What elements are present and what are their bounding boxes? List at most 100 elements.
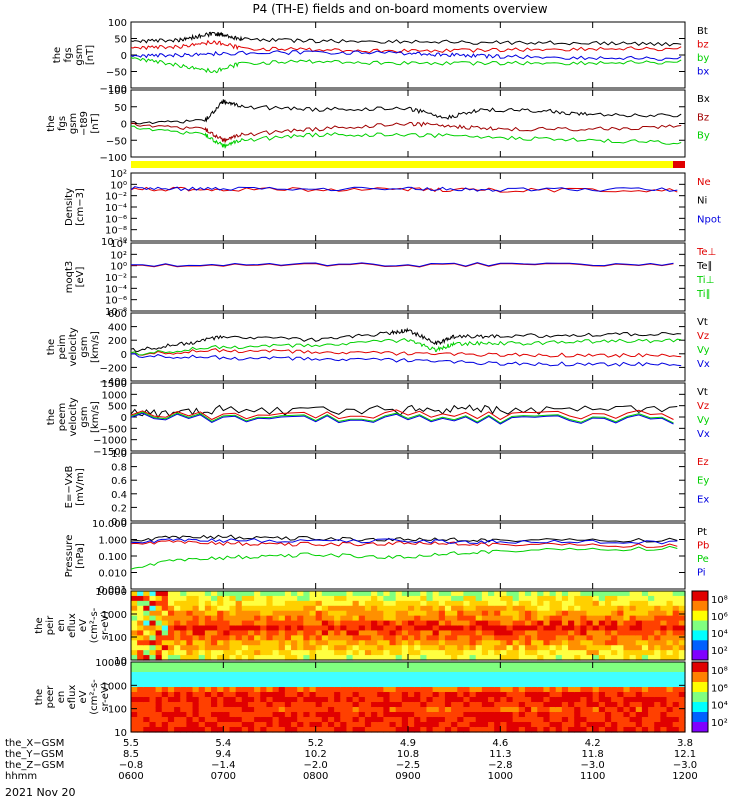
spectrogram-cell [457,712,464,718]
y-tick-label: 0.0 [111,517,127,528]
y-tick-label: −50 [106,68,127,79]
spectrogram-cell [198,591,206,597]
spectrogram-cell [217,702,224,708]
spectrogram-cell [167,595,175,602]
spectrogram-cell [247,692,255,698]
spectrogram-cell [500,645,508,651]
spectrogram-cell [284,645,292,651]
spectrogram-cell [217,722,224,728]
spectrogram-cell [383,712,391,718]
spectrogram-cell [180,717,187,723]
colorbar-segment [692,620,708,631]
spectrogram-cell [561,635,569,641]
spectrogram-cell [512,712,520,718]
series-line [130,411,674,424]
spectrogram-cell [383,615,391,622]
spectrogram-cell [481,667,489,673]
spectrogram-cell [401,722,409,728]
spectrogram-cell [247,707,255,713]
y-axis-label-line: gsm [68,113,79,134]
spectrogram-cell [309,667,317,673]
spectrogram-cell [604,640,612,646]
spectrogram-cell [666,620,674,627]
spectrogram-cell [469,717,477,723]
spectrogram-cell [481,702,489,708]
spectrogram-cell [364,667,372,673]
spectrogram-cell [371,672,378,678]
spectrogram-cell [364,595,372,602]
spectrogram-cell [364,672,372,678]
spectrogram-cell [309,712,317,718]
spectrogram-cell [192,625,200,632]
spectrogram-cell [611,620,618,627]
colorbar-tick-label: 10² [711,646,728,657]
spectrogram-cell [678,610,686,617]
y-axis-label: Pressure[nPa] [64,535,86,578]
spectrogram-cell [143,697,151,703]
spectrogram-cell [340,600,348,607]
spectrogram-cell [186,692,194,698]
spectrogram-cell [155,630,163,636]
y-tick-label: 100 [108,86,127,97]
spectrogram-cell [611,682,618,688]
spectrogram-cell [211,591,218,597]
spectrogram-cell [155,605,163,612]
spectrogram-cell [500,655,508,661]
spectrogram-cell [321,692,329,698]
spectrogram-cell [235,692,243,698]
spectrogram-cell [143,600,151,607]
spectrogram-cell [143,640,151,646]
spectrogram-cell [371,630,378,636]
spectrogram-cell [654,722,661,728]
y-tick-label: 0.2 [111,503,127,514]
spectrogram-cell [463,667,471,673]
spectrogram-cell [451,662,458,668]
spectrogram-cell [327,687,335,693]
spectrogram-cell [543,645,551,651]
legend-entry: Pt [697,527,707,538]
spectrogram-cell [309,692,317,698]
axis-row-value: −0.8 [119,760,143,771]
spectrogram-cell [666,722,674,728]
spectrogram-cell [137,717,144,723]
spectrogram-cell [469,595,477,602]
spectrogram-cell [217,707,224,713]
spectrogram-cell [555,692,563,698]
spectrogram-cell [598,697,606,703]
spectrogram-cell [167,610,175,617]
spectrogram-cell [174,682,181,688]
spectrogram-cell [149,615,157,622]
spectrogram-cell [167,712,175,718]
spectrogram-cell [469,635,477,641]
spectrogram-cell [481,717,489,723]
spectrogram-cell [414,682,421,688]
spectrogram-cell [137,692,144,698]
series-line [130,31,682,47]
spectrogram-cell [475,662,483,668]
spectrogram-cell [654,655,661,661]
spectrogram-cell [395,630,403,636]
spectrogram-cell [383,702,391,708]
spectrogram-cell [291,620,298,627]
spectrogram-cell [395,650,403,656]
spectrogram-cell [623,615,631,622]
spectrogram-cell [488,620,495,627]
spectrogram-cell [611,615,618,622]
spectrogram-cell [161,687,169,693]
spectrogram-cell [475,600,483,607]
spectrogram-cell [272,610,280,617]
y-axis-label-line: eflux [67,613,78,638]
spectrogram-cell [518,672,526,678]
spectrogram-cell [488,702,495,708]
y-tick-label: 10⁻² [105,273,127,284]
spectrogram-cell [155,667,163,673]
spectrogram-cell [641,650,649,656]
spectrogram-cell [241,610,249,617]
spectrogram-cell [254,595,261,602]
spectrogram-cell [518,697,526,703]
spectrogram-cell [334,610,341,617]
spectrogram-cell [131,692,138,698]
spectrogram-cell [223,625,231,632]
spectrogram-cell [604,600,612,607]
spectrogram-cell [561,717,569,723]
